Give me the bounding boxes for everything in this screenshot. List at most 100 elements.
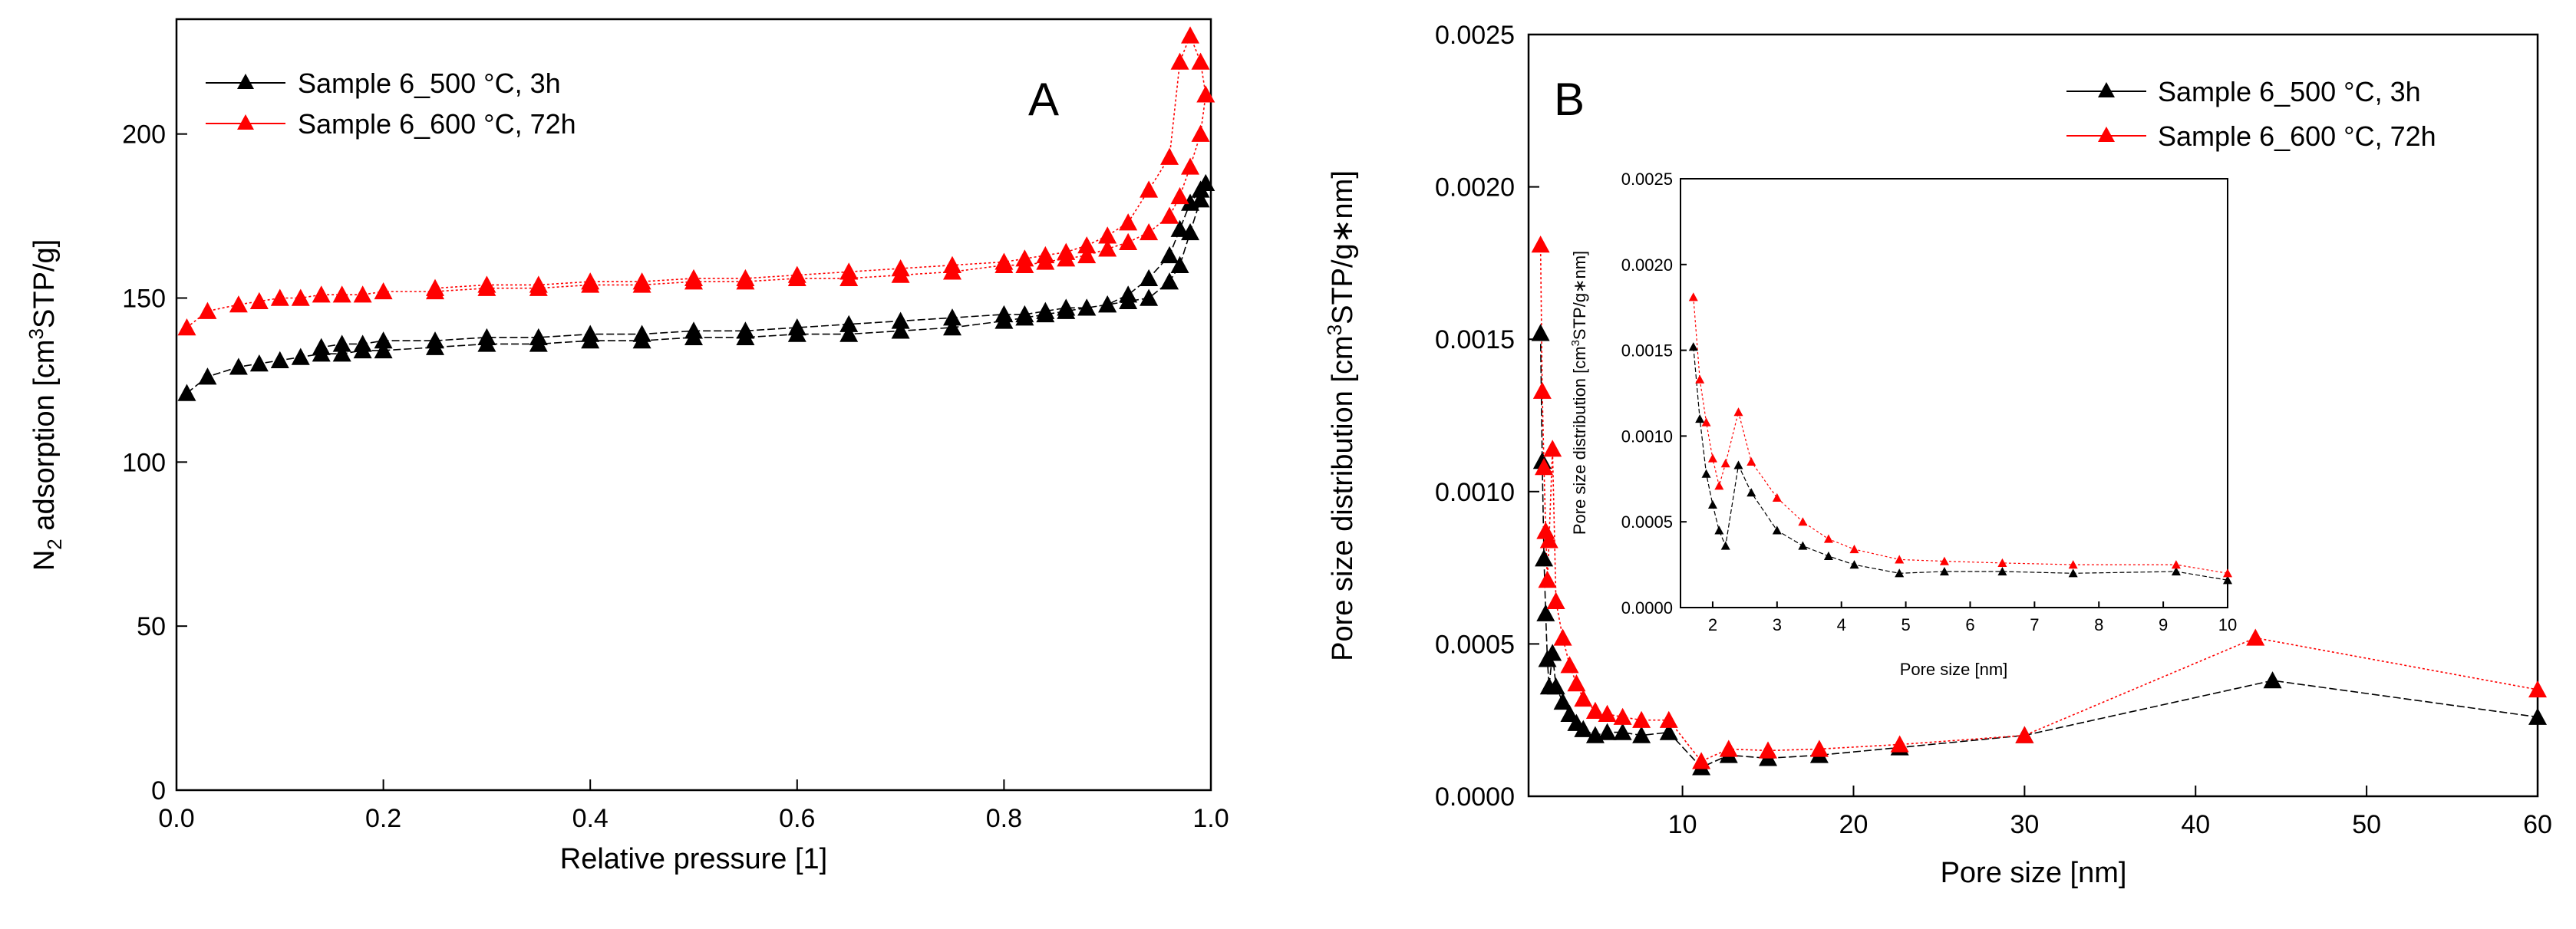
- chart-b-inset-series-2-point: [1714, 481, 1724, 490]
- chart-a-series-2-point: [477, 275, 496, 293]
- chart-b-inset-y-tick-label: 0.0010: [1621, 427, 1673, 446]
- chart-a-series-2-point: [943, 255, 961, 273]
- chart-a-series-1-point: [736, 321, 755, 339]
- chart-b-series-2-point: [1585, 701, 1605, 719]
- chart-b-inset-series-2-point: [1997, 558, 2007, 567]
- chart-b-series-2-point: [1536, 522, 1555, 539]
- chart-b-y-tick-label: 0.0000: [1435, 782, 1515, 812]
- chart-b: 10 20 30 40 50 60 0.0000 0.0005 0.0010 0.0015 0.00…: [1323, 21, 2552, 889]
- chart-a-series-2-point: [1098, 239, 1117, 257]
- chart-a-series-1-point: [1077, 298, 1097, 316]
- chart-b-inset-y-tick-label: 0.0000: [1621, 598, 1673, 618]
- chart-b-series-1-point: [1598, 723, 1617, 740]
- chart-b-legend-marker-1: [2098, 82, 2115, 97]
- chart-a-series-1-point: [353, 334, 372, 352]
- chart-b-inset-series-2-point: [2223, 568, 2232, 578]
- chart-b-inset-series-2-point: [1720, 459, 1730, 468]
- chart-a-series-2-point: [1191, 52, 1210, 70]
- chart-a-series-2-point: [1181, 157, 1200, 175]
- chart-a-series-2-point: [1170, 186, 1189, 205]
- chart-b-series-1-point: [1546, 677, 1565, 695]
- chart-b-series-2-point: [1890, 735, 1909, 753]
- chart-b-series-2-point: [1613, 707, 1632, 725]
- chart-b-inset-series-2-point: [1939, 556, 1949, 565]
- chart-b-series-1-point: [1531, 324, 1550, 341]
- chart-b-inset-x-tick-label: 5: [1901, 615, 1910, 634]
- chart-a-y-tick-label: 0: [151, 776, 166, 805]
- chart-b-inset-series-1-point: [1997, 567, 2007, 576]
- chart-a-series-1-point: [291, 348, 310, 365]
- chart-a-series-2-point: [374, 282, 393, 300]
- chart-b-inset-series-1-point: [1714, 525, 1724, 535]
- chart-a-series-1-point: [891, 321, 910, 339]
- chart-a-series-2-point: [291, 288, 310, 306]
- chart-b-series-1-point: [1535, 549, 1554, 567]
- chart-a-y-tick-label: 100: [122, 448, 166, 477]
- chart-b-series-2-point: [2528, 680, 2547, 698]
- chart-b-y-tick-label: 0.0020: [1435, 173, 1515, 203]
- chart-a-x-tick-label: 0.2: [365, 804, 401, 833]
- chart-a-series-2-point: [1036, 245, 1055, 264]
- chart-a-series-1-point: [529, 328, 548, 346]
- chart-a-legend: Sample 6_500 °C, 3h Sample 6_600 °C, 72h: [206, 68, 576, 140]
- chart-b-inset-x-tick-label: 6: [1965, 615, 1974, 634]
- chart-a-series-1-point: [177, 384, 196, 401]
- chart-b-frame: [1527, 33, 2539, 798]
- chart-b-inset-series-1-point: [2068, 568, 2078, 578]
- chart-a-series-2-point: [1119, 232, 1138, 251]
- chart-a-series-2-point: [270, 288, 289, 306]
- chart-b-series-2-point: [1632, 710, 1651, 728]
- chart-b-inset: 2 3 4 5 6 7 8 9 10 0.0000 0.0005 0.0010 0.0015 0.0020…: [1569, 170, 2237, 679]
- chart-a-series-1-point: [249, 354, 269, 372]
- chart-b-inset-series-2-point: [1746, 456, 1756, 466]
- chart-a-series-2-point: [353, 285, 372, 303]
- chart-a-series-2-point: [839, 262, 859, 280]
- chart-b-inset-series-2-point: [1701, 417, 1711, 427]
- chart-a-series-2-point: [1160, 206, 1179, 224]
- chart-b-series-2-point: [1809, 740, 1829, 757]
- chart-b-inset-series-1-point: [1695, 414, 1705, 423]
- chart-a-series-2-point: [1160, 147, 1179, 165]
- chart-b-y-tick-label: 0.0010: [1435, 478, 1515, 507]
- chart-a-series-1-point: [787, 318, 806, 336]
- chart-b-inset-series-2-point: [2171, 560, 2181, 569]
- chart-b-inset-series-1-point: [1720, 541, 1730, 550]
- chart-a-series-1-point: [426, 331, 444, 349]
- chart-a-series-2-point: [1119, 213, 1138, 231]
- chart-a-series-1-point: [229, 357, 248, 375]
- chart-a-x-tick-label: 0.6: [779, 804, 815, 833]
- chart-b-series-2-point: [1539, 531, 1558, 549]
- chart-a-series-2-point: [332, 285, 351, 303]
- chart-b-x-tick-label: 50: [2352, 810, 2381, 839]
- chart-b-series-1-point: [1543, 644, 1562, 661]
- chart-b-x-axis-label: Pore size [nm]: [1941, 857, 2127, 889]
- chart-b-inset-series-1-line: [1693, 347, 2228, 581]
- chart-b-legend-label-1: Sample 6_500 °C, 3h: [2158, 76, 2421, 107]
- chart-a-y-tick-label: 200: [122, 120, 166, 150]
- chart-a-series-2-point: [1140, 180, 1159, 198]
- chart-b-series-2-point: [1560, 656, 1579, 674]
- chart-b-inset-series-1-point: [1798, 541, 1808, 550]
- chart-b-inset-y-tick-label: 0.0015: [1621, 341, 1673, 361]
- chart-b-x-tick-label: 30: [2010, 810, 2039, 839]
- chart-a-series-1-point: [684, 321, 703, 339]
- chart-b-inset-series-1-point: [1823, 551, 1833, 561]
- chart-b-inset-series-1-point: [1849, 560, 1859, 569]
- chart-b-inset-series-2-point: [1823, 534, 1833, 543]
- chart-b-inset-series-1-point: [1701, 469, 1711, 478]
- chart-a-series-1-point: [1170, 219, 1189, 237]
- chart-b-inset-series-1-point: [1772, 525, 1782, 535]
- chart-a-series-1-point: [1191, 190, 1210, 208]
- chart-a-series-1-point: [891, 311, 910, 329]
- chart-b-inset-series-2-point: [1849, 544, 1859, 554]
- chart-a-frame: [175, 18, 1212, 792]
- chart-b-inset-y-axis-label: Pore size distribution [cm3STP/g∗nm]: [1569, 251, 1589, 535]
- chart-b-series-2-point: [1532, 381, 1552, 399]
- chart-b-x-tick-label: 20: [1839, 810, 1869, 839]
- chart-a-series-2-point: [1196, 85, 1215, 103]
- chart-b-inset-series-2-point: [1707, 453, 1717, 463]
- chart-b-inset-x-tick-label: 4: [1837, 615, 1846, 634]
- chart-a-legend-marker-1: [237, 74, 254, 89]
- chart-a-series-1-point: [332, 334, 351, 352]
- chart-a-series-1-point: [1140, 268, 1159, 287]
